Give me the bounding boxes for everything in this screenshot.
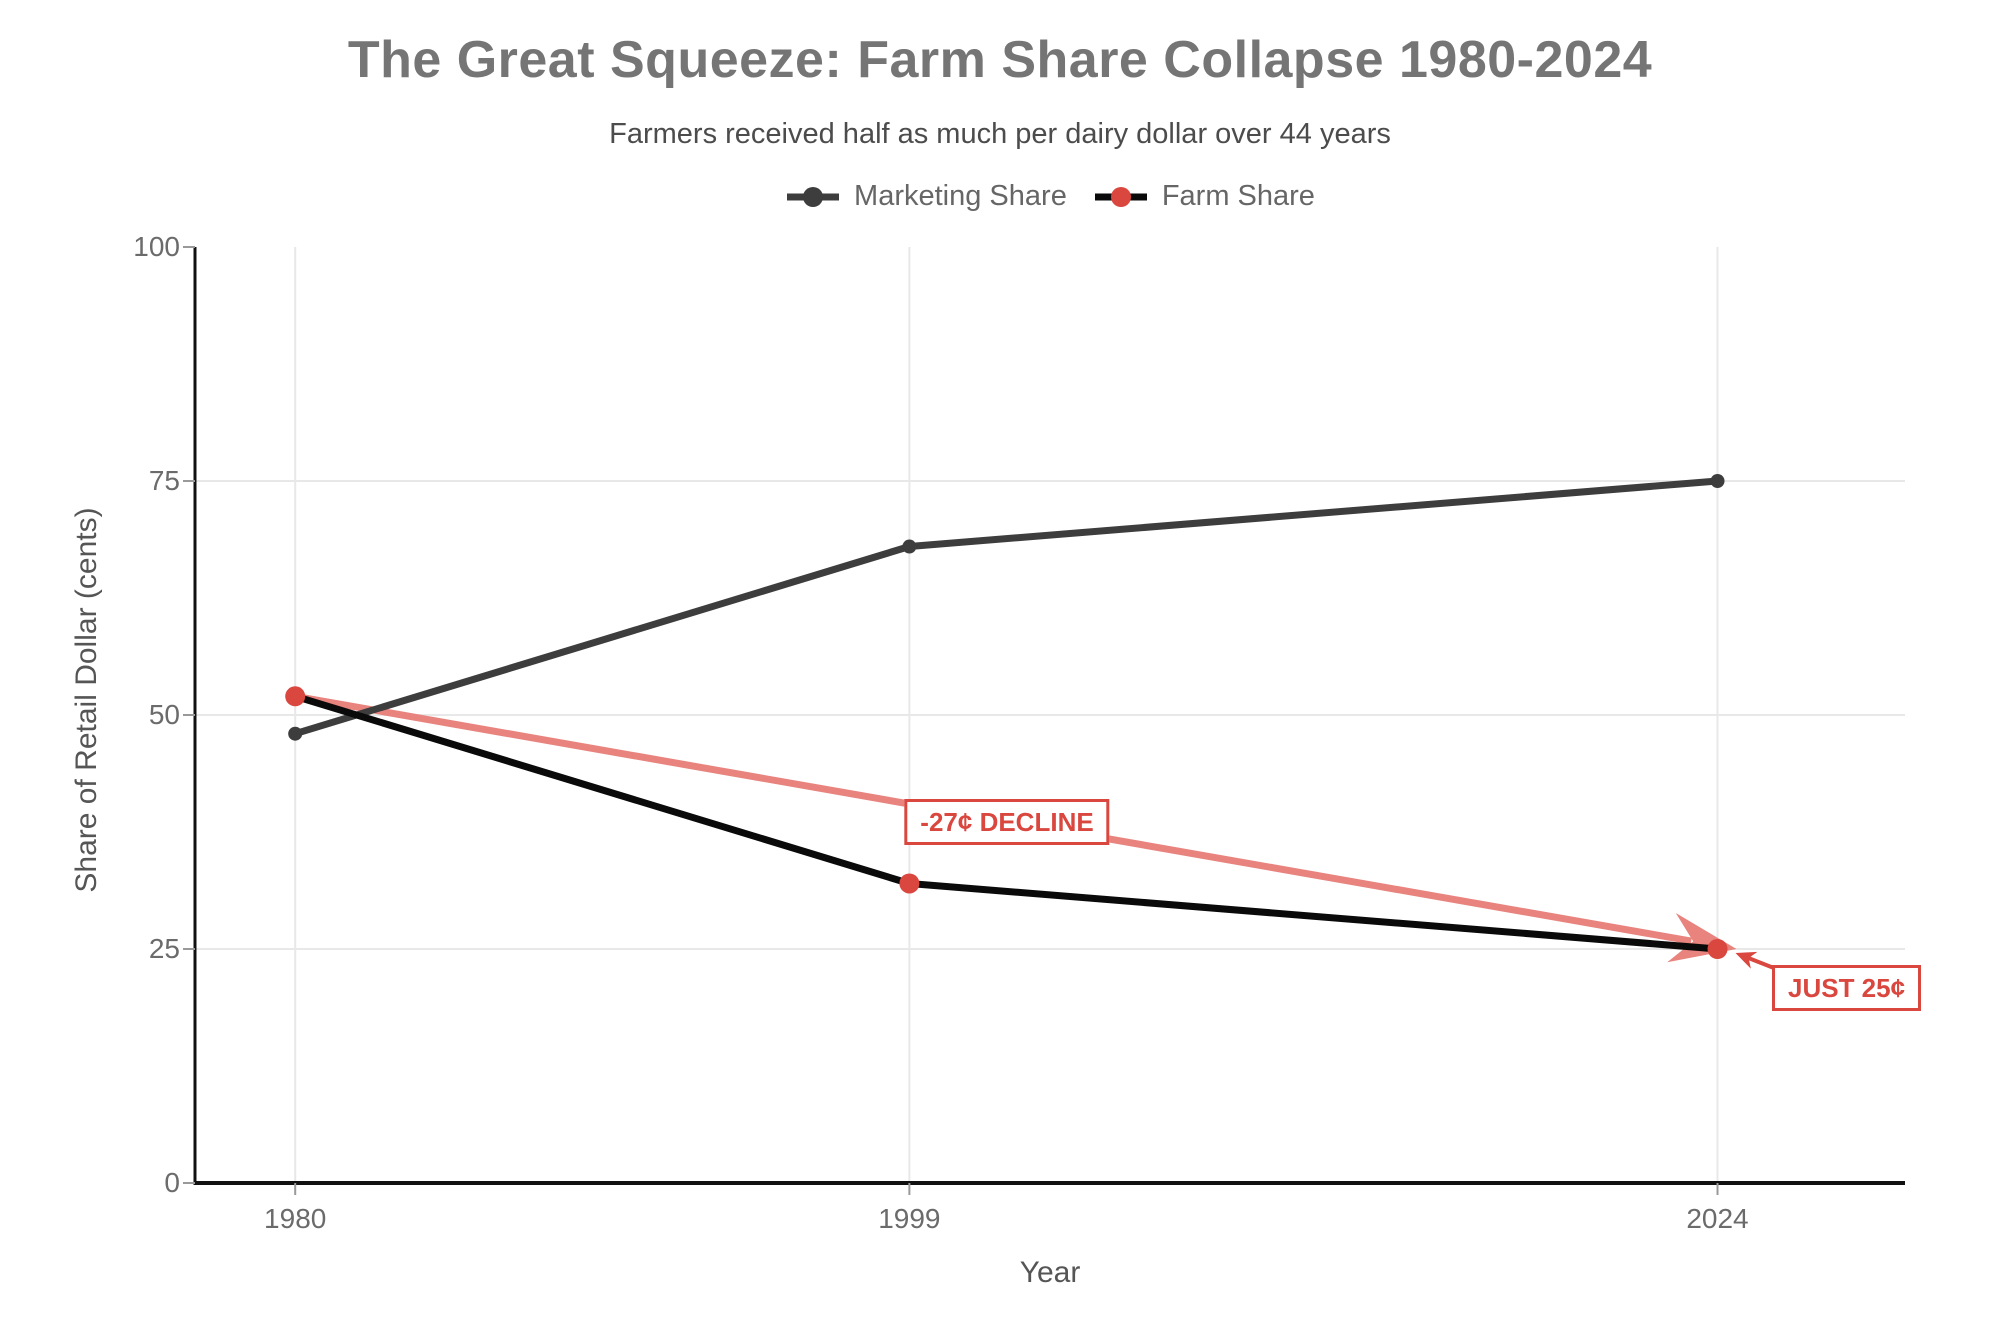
x-tick-label: 2024	[1686, 1203, 1749, 1234]
legend-item-farm-share: Farm Share	[1093, 180, 1315, 213]
legend: Marketing Share Farm Share	[195, 180, 1905, 213]
x-tick-label: 1980	[264, 1203, 327, 1234]
final-value-annotation-box: JUST 25¢	[1772, 965, 1922, 1011]
decline-arrowhead	[1667, 913, 1737, 963]
data-point-1	[1707, 939, 1728, 959]
data-point-1	[285, 686, 306, 707]
y-axis-title: Share of Retail Dollar (cents)	[70, 507, 103, 893]
marketing-share-legend-marker-icon	[787, 186, 840, 207]
x-axis-title: Year	[1019, 1256, 1081, 1289]
decline-annotation-box: -27¢ DECLINE	[904, 799, 1110, 845]
y-tick-label: 50	[148, 699, 180, 730]
data-point-1	[899, 873, 920, 894]
y-tick-label: 0	[164, 1167, 180, 1198]
callout-arrowhead	[1735, 951, 1758, 969]
farm-share-legend-marker-icon	[1094, 186, 1147, 207]
y-tick-label: 75	[148, 465, 180, 496]
y-tick-label: 100	[133, 231, 180, 262]
x-tick-label: 1999	[878, 1203, 941, 1234]
series-line-0	[291, 477, 1721, 738]
y-tick-label: 25	[148, 933, 180, 964]
chart-subtitle: Farmers received half as much per dairy …	[609, 118, 1391, 150]
data-point-0	[902, 539, 917, 554]
legend-label-farm-share: Farm Share	[1161, 180, 1315, 212]
legend-item-marketing-share: Marketing Share	[785, 180, 1067, 213]
data-point-0	[1710, 474, 1725, 488]
legend-label-marketing-share: Marketing Share	[854, 180, 1067, 212]
chart-title: The Great Squeeze: Farm Share Collapse 1…	[347, 31, 1653, 89]
data-point-0	[288, 726, 303, 741]
